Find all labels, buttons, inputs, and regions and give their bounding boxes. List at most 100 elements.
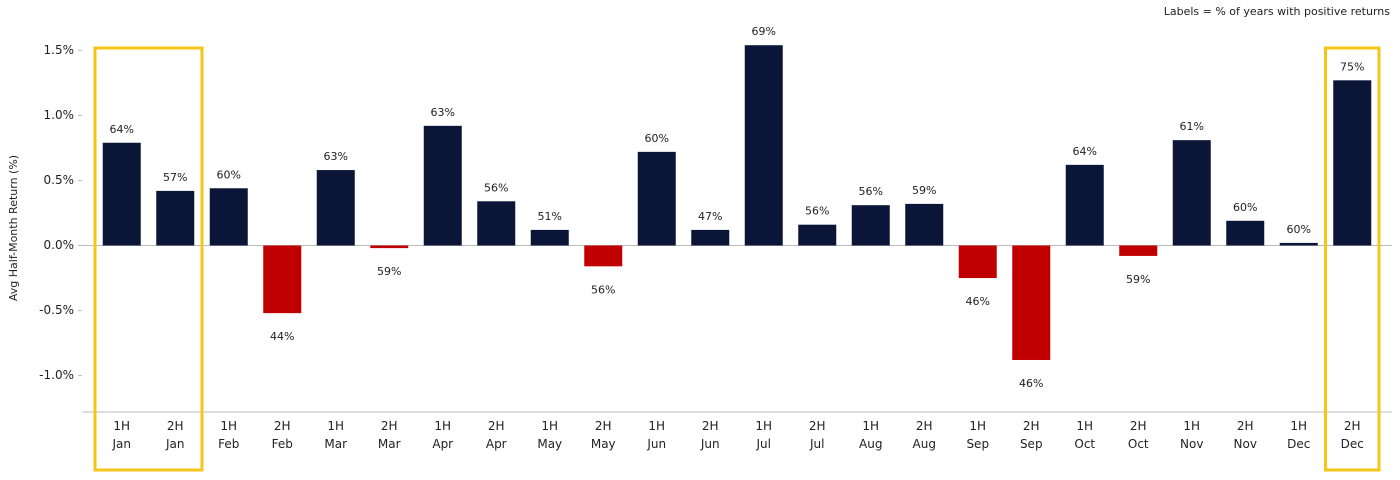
x-tick-half: 2H xyxy=(1237,419,1254,433)
x-tick-month: Aug xyxy=(859,437,882,451)
x-tick-month: Jun xyxy=(646,437,666,451)
bar-label: 64% xyxy=(110,123,134,136)
x-tick-month: Dec xyxy=(1287,437,1310,451)
bar-label: 56% xyxy=(859,185,883,198)
x-tick-label: 1H Sep xyxy=(966,419,989,451)
x-tick-half: 2H xyxy=(488,419,505,433)
bar xyxy=(370,245,409,249)
x-tick-label: 1H May xyxy=(537,419,562,451)
x-tick-label: 1H Feb xyxy=(218,419,239,451)
bar-label: 46% xyxy=(966,295,990,308)
x-tick-label: 2H Feb xyxy=(272,419,293,451)
x-tick-label: 1H Apr xyxy=(432,419,453,451)
bar-label: 51% xyxy=(538,210,562,223)
x-tick-half: 2H xyxy=(381,419,398,433)
bar xyxy=(530,229,569,246)
x-tick-half: 1H xyxy=(327,419,344,433)
bar xyxy=(1172,140,1211,246)
x-tick-month: Jan xyxy=(165,437,185,451)
x-tick-label: 1H Mar xyxy=(324,419,347,451)
bar-label: 75% xyxy=(1340,60,1364,73)
x-tick-half: 2H xyxy=(274,419,291,433)
bar-label: 60% xyxy=(1233,201,1257,214)
x-tick-label: 1H Oct xyxy=(1074,419,1095,451)
bar xyxy=(1065,164,1104,246)
x-tick-month: Mar xyxy=(378,437,401,451)
x-tick-month: Sep xyxy=(1020,437,1043,451)
bar-label: 59% xyxy=(912,184,936,197)
bar xyxy=(263,245,302,314)
bar xyxy=(958,245,997,279)
x-tick-label: 1H Jul xyxy=(755,419,772,451)
bar-label: 57% xyxy=(163,171,187,184)
x-tick-month: May xyxy=(591,437,616,451)
bar xyxy=(798,224,837,246)
x-tick-half: 1H xyxy=(541,419,558,433)
bar xyxy=(316,170,355,246)
x-tick-month: Jul xyxy=(756,437,771,451)
x-tick-label: 2H Sep xyxy=(1020,419,1043,451)
x-tick-label: 1H Jan xyxy=(112,419,132,451)
x-tick-month: Feb xyxy=(272,437,293,451)
x-tick-month: Apr xyxy=(486,437,507,451)
bar-label: 60% xyxy=(217,168,241,181)
bar-label: 60% xyxy=(645,132,669,145)
y-tick-label: 0.0% xyxy=(44,238,75,252)
x-tick-label: 1H Nov xyxy=(1180,419,1203,451)
x-tick-label: 2H Dec xyxy=(1341,419,1364,451)
x-tick-month: Jan xyxy=(112,437,132,451)
bar-label: 56% xyxy=(805,205,829,218)
x-tick-label: 2H Jul xyxy=(809,419,826,451)
x-tick-month: Nov xyxy=(1180,437,1203,451)
bar-label: 60% xyxy=(1287,223,1311,236)
x-tick-month: Apr xyxy=(432,437,453,451)
x-tick-label: 2H Jan xyxy=(165,419,185,451)
x-tick-month: Oct xyxy=(1074,437,1095,451)
bar-label: 59% xyxy=(1126,273,1150,286)
x-tick-label: 2H Apr xyxy=(486,419,507,451)
x-tick-label: 2H Aug xyxy=(913,419,936,451)
bar xyxy=(637,151,676,246)
x-tick-month: Oct xyxy=(1128,437,1149,451)
x-tick-half: 2H xyxy=(809,419,826,433)
x-tick-month: Mar xyxy=(324,437,347,451)
x-tick-half: 2H xyxy=(916,419,933,433)
x-tick-half: 2H xyxy=(1023,419,1040,433)
x-tick-half: 2H xyxy=(167,419,184,433)
x-tick-half: 1H xyxy=(220,419,237,433)
bar xyxy=(691,229,730,246)
bar xyxy=(102,142,141,246)
x-tick-half: 1H xyxy=(1076,419,1093,433)
x-tick-month: May xyxy=(537,437,562,451)
y-tick-label: 1.0% xyxy=(44,108,75,122)
bar xyxy=(209,188,248,246)
x-tick-label: 2H May xyxy=(591,419,616,451)
bar xyxy=(1333,80,1372,246)
bar-label: 63% xyxy=(431,106,455,119)
label-note: Labels = % of years with positive return… xyxy=(1164,5,1391,18)
highlight-box xyxy=(1324,46,1381,472)
x-tick-half: 1H xyxy=(1183,419,1200,433)
y-axis-label: Avg Half-Month Return (%) xyxy=(7,155,20,301)
y-tick-label: 1.5% xyxy=(44,43,75,57)
bar-label: 44% xyxy=(270,330,294,343)
bar-label: 46% xyxy=(1019,377,1043,390)
highlight-box xyxy=(93,46,204,472)
x-tick-month: Jun xyxy=(700,437,720,451)
x-tick-half: 1H xyxy=(113,419,130,433)
x-tick-half: 1H xyxy=(434,419,451,433)
x-tick-label: 1H Aug xyxy=(859,419,882,451)
x-tick-label: 1H Jun xyxy=(646,419,666,451)
bar xyxy=(851,205,890,246)
x-tick-month: Feb xyxy=(218,437,239,451)
x-tick-half: 1H xyxy=(969,419,986,433)
x-tick-half: 1H xyxy=(1290,419,1307,433)
x-tick-month: Dec xyxy=(1341,437,1364,451)
x-tick-half: 1H xyxy=(755,419,772,433)
x-tick-half: 2H xyxy=(595,419,612,433)
x-tick-label: 2H Nov xyxy=(1234,419,1257,451)
x-tick-half: 2H xyxy=(702,419,719,433)
bar-label: 47% xyxy=(698,210,722,223)
bar xyxy=(1279,242,1318,246)
